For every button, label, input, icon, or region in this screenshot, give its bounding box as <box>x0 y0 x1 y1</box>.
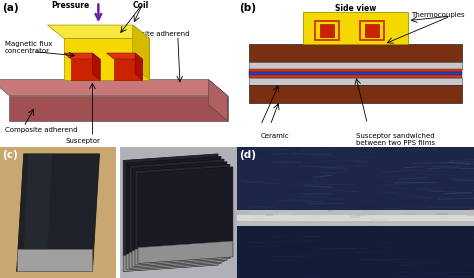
Bar <box>365 24 379 37</box>
Polygon shape <box>209 80 228 121</box>
Bar <box>350 215 360 218</box>
Polygon shape <box>129 246 224 268</box>
Bar <box>118 147 237 278</box>
Bar <box>237 226 474 278</box>
Bar <box>237 212 250 213</box>
Polygon shape <box>71 59 100 80</box>
Polygon shape <box>17 154 100 271</box>
Bar <box>243 215 254 217</box>
Bar <box>384 222 398 223</box>
Polygon shape <box>138 167 233 263</box>
Text: Side view: Side view <box>335 4 376 13</box>
Bar <box>328 210 333 212</box>
Bar <box>239 220 248 223</box>
Bar <box>280 210 285 212</box>
Bar <box>249 75 462 78</box>
Polygon shape <box>64 76 142 80</box>
Polygon shape <box>92 53 100 80</box>
Bar <box>362 210 377 212</box>
Bar <box>316 212 330 214</box>
Bar <box>237 147 474 210</box>
Bar <box>470 209 474 211</box>
Polygon shape <box>64 38 149 80</box>
Bar <box>360 21 384 40</box>
Bar <box>249 85 462 103</box>
Text: (b): (b) <box>239 3 256 13</box>
Bar <box>237 215 474 220</box>
Text: Susceptor: Susceptor <box>65 138 100 144</box>
Text: (c): (c) <box>2 150 18 160</box>
Bar <box>287 212 298 214</box>
Bar <box>249 69 462 72</box>
Bar <box>315 21 339 40</box>
Polygon shape <box>114 59 142 80</box>
Bar <box>278 213 292 215</box>
Bar <box>363 225 379 226</box>
Polygon shape <box>126 248 221 270</box>
Text: Coil: Coil <box>133 1 149 10</box>
Bar <box>265 214 273 215</box>
Bar <box>320 24 334 37</box>
Bar <box>472 209 474 211</box>
Bar <box>237 210 474 226</box>
Text: Composite adherend: Composite adherend <box>117 31 190 37</box>
Bar <box>402 213 416 215</box>
Polygon shape <box>132 244 227 267</box>
Bar <box>335 220 342 222</box>
Bar <box>303 12 408 44</box>
Bar <box>442 217 450 219</box>
Bar <box>249 44 462 62</box>
Polygon shape <box>107 53 142 59</box>
Text: Pressure: Pressure <box>51 1 89 10</box>
Polygon shape <box>47 25 149 38</box>
Bar <box>371 219 386 221</box>
Bar <box>276 220 292 222</box>
Polygon shape <box>123 249 218 271</box>
Bar <box>265 216 273 218</box>
Polygon shape <box>129 159 224 268</box>
Text: Ceramic: Ceramic <box>261 133 290 139</box>
Bar <box>367 221 374 223</box>
Polygon shape <box>9 96 228 121</box>
Polygon shape <box>135 53 142 80</box>
Bar <box>249 62 462 69</box>
Text: Susceptor sandwiched
between two PPS films: Susceptor sandwiched between two PPS fil… <box>356 133 435 146</box>
Text: (a): (a) <box>2 3 19 13</box>
Bar <box>249 78 462 85</box>
Polygon shape <box>133 25 149 80</box>
Text: Composite adherend: Composite adherend <box>5 127 77 133</box>
Polygon shape <box>123 154 218 271</box>
Bar <box>249 72 462 75</box>
Bar <box>467 215 474 216</box>
Polygon shape <box>132 162 227 267</box>
Polygon shape <box>24 154 52 249</box>
Polygon shape <box>0 80 228 96</box>
Bar <box>307 215 320 218</box>
Polygon shape <box>135 164 230 265</box>
Polygon shape <box>138 241 233 263</box>
Polygon shape <box>135 243 230 265</box>
Text: Thermocouples: Thermocouples <box>411 12 465 18</box>
Text: Magnetic flux
concentrator: Magnetic flux concentrator <box>5 41 52 54</box>
Text: (d): (d) <box>239 150 256 160</box>
Polygon shape <box>17 249 92 271</box>
Polygon shape <box>126 157 221 270</box>
Polygon shape <box>64 53 100 59</box>
Bar <box>254 218 265 220</box>
Bar <box>0 147 116 278</box>
Bar <box>436 213 448 215</box>
